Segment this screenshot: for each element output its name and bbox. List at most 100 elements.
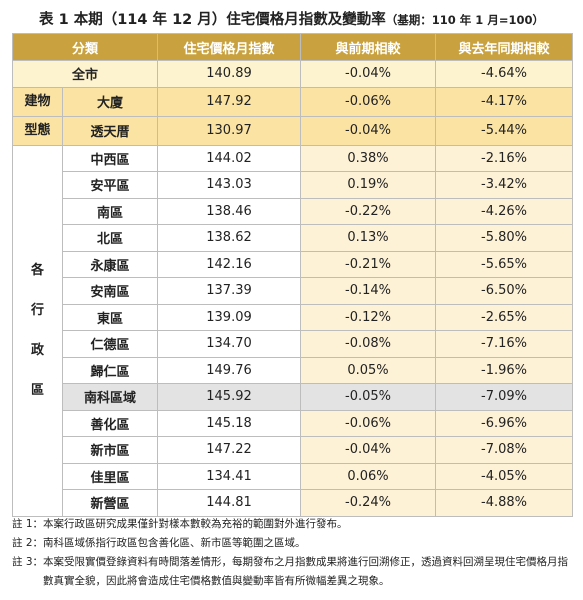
group-label: 型態 <box>12 115 63 146</box>
row-name: 歸仁區 <box>61 356 159 384</box>
mom-change: 0.06% <box>300 462 437 490</box>
index-value: 147.92 <box>157 86 302 117</box>
note-label: 註 2： <box>12 537 44 549</box>
mom-change: -0.05% <box>300 383 437 411</box>
index-value: 145.18 <box>157 409 302 437</box>
row-name: 南區 <box>61 197 159 225</box>
header-row: 分類 住宅價格月指數 與前期相較 與去年同期相較 <box>11 33 574 61</box>
data-row: 各行政區中西區 144.02 0.38% -2.16% <box>12 144 574 517</box>
row-name: 透天厝 <box>61 115 159 146</box>
mom-change: 0.05% <box>300 356 437 384</box>
title-block: 表 1 本期（114 年 12 月）住宅價格月指數及變動率（基期：110 年 1… <box>0 8 583 29</box>
index-value: 138.62 <box>157 224 302 252</box>
yoy-change: -6.50% <box>435 277 574 305</box>
data-row: 南區 138.46 -0.22% -4.26% <box>13 197 574 225</box>
yoy-change: -5.44% <box>435 115 574 146</box>
yoy-change: -7.16% <box>435 330 574 358</box>
data-row: 歸仁區 149.76 0.05% -1.96% <box>13 356 574 384</box>
yoy-change: -3.42% <box>435 171 574 199</box>
mom-change: -0.08% <box>300 330 437 358</box>
yoy-change: -5.80% <box>435 224 574 252</box>
title: 表 1 本期（114 年 12 月）住宅價格月指數及變動率 <box>39 12 386 28</box>
note-text: 本案行政區研究成果僅針對樣本數較為充裕的範圍對外進行發布。 <box>43 518 348 530</box>
yoy-change: -4.17% <box>435 86 574 117</box>
yoy-change: -4.05% <box>435 462 574 490</box>
data-row: 安南區 137.39 -0.14% -6.50% <box>13 277 574 305</box>
note: 註 1： 本案行政區研究成果僅針對樣本數較為充裕的範圍對外進行發布。 <box>12 515 572 534</box>
index-value: 145.92 <box>157 383 302 411</box>
data-row: 仁德區 134.70 -0.08% -7.16% <box>13 330 574 358</box>
data-row: 東區 139.09 -0.12% -2.65% <box>13 303 574 331</box>
row-name: 永康區 <box>61 250 159 278</box>
row-name: 東區 <box>61 303 159 331</box>
yoy-change: -2.65% <box>435 303 574 331</box>
row-name: 仁德區 <box>61 330 159 358</box>
row-name: 北區 <box>61 224 159 252</box>
data-row: 新營區 144.81 -0.24% -4.88% <box>13 489 574 517</box>
mom-change: 0.19% <box>300 171 437 199</box>
note: 註 2： 南科區域係指行政區包含善化區、新市區等範圍之區域。 <box>12 534 572 553</box>
group-label-part: 建物 <box>24 93 51 109</box>
group-label: 建物 <box>12 86 63 117</box>
group-label-part: 各 <box>30 262 44 278</box>
row-name: 大廈 <box>61 86 159 117</box>
index-value: 134.70 <box>157 330 302 358</box>
mom-change: -0.14% <box>300 277 437 305</box>
yoy-change: -4.88% <box>435 489 574 517</box>
mom-change: -0.06% <box>300 86 437 117</box>
notes: 註 1： 本案行政區研究成果僅針對樣本數較為充裕的範圍對外進行發布。註 2： 南科區… <box>12 515 572 591</box>
index-value: 138.46 <box>157 197 302 225</box>
yoy-change: -5.65% <box>435 250 574 278</box>
index-value: 130.97 <box>157 115 302 146</box>
mom-change: -0.04% <box>300 60 437 88</box>
index-value: 149.76 <box>157 356 302 384</box>
data-row: 安平區 143.03 0.19% -3.42% <box>13 171 574 199</box>
yoy-change: -7.09% <box>435 383 574 411</box>
note-label: 註 1： <box>12 518 44 530</box>
index-value: 140.89 <box>157 60 302 88</box>
data-row: 型態 透天厝 130.97 -0.04% -5.44% <box>12 115 574 146</box>
total-row: 全市 140.89 -0.04% -4.64% <box>11 60 574 88</box>
row-name: 全市 <box>11 60 159 88</box>
data-row: 永康區 142.16 -0.21% -5.65% <box>13 250 574 278</box>
yoy-change: -4.26% <box>435 197 574 225</box>
header-cell: 分類 <box>11 33 159 61</box>
mom-change: -0.22% <box>300 197 437 225</box>
mom-change: -0.04% <box>300 436 437 464</box>
group-label-part: 行 <box>30 302 44 318</box>
mom-change: -0.12% <box>300 303 437 331</box>
group-label: 各行政區 <box>12 144 63 517</box>
mom-change: -0.04% <box>300 115 437 146</box>
mom-change: -0.21% <box>300 250 437 278</box>
row-name: 中西區 <box>61 144 159 172</box>
index-value: 147.22 <box>157 436 302 464</box>
data-row: 新市區 147.22 -0.04% -7.08% <box>13 436 574 464</box>
mom-change: 0.13% <box>300 224 437 252</box>
yoy-change: -4.64% <box>435 60 574 88</box>
mom-change: -0.24% <box>300 489 437 517</box>
note-label: 註 3： <box>12 556 44 568</box>
row-name: 安南區 <box>61 277 159 305</box>
header-cell: 與前期相較 <box>300 33 437 61</box>
group-label-part: 區 <box>30 382 44 398</box>
index-value: 134.41 <box>157 462 302 490</box>
group-label-part: 型態 <box>24 122 51 138</box>
row-name: 新營區 <box>61 489 159 517</box>
row-name: 南科區域 <box>61 383 159 411</box>
mom-change: 0.38% <box>300 144 437 172</box>
index-table: 分類 住宅價格月指數 與前期相較 與去年同期相較 全市 140.89 -0.04% -4.6… <box>11 33 574 517</box>
index-value: 139.09 <box>157 303 302 331</box>
yoy-change: -7.08% <box>435 436 574 464</box>
group-label-part: 政 <box>30 342 44 358</box>
data-row: 善化區 145.18 -0.06% -6.96% <box>13 409 574 437</box>
note-text: 本案受限實價登錄資料有時間落差情形，每期發布之月指數成果將進行回溯修正，透過資料… <box>43 556 569 587</box>
index-value: 143.03 <box>157 171 302 199</box>
title-note: （基期：110 年 1 月=100） <box>385 13 544 27</box>
index-value: 137.39 <box>157 277 302 305</box>
note-text: 南科區域係指行政區包含善化區、新市區等範圍之區域。 <box>43 537 306 549</box>
header-cell: 住宅價格月指數 <box>157 33 302 61</box>
note: 註 3： 本案受限實價登錄資料有時間落差情形，每期發布之月指數成果將進行回溯修正，… <box>12 553 572 591</box>
index-value: 142.16 <box>157 250 302 278</box>
row-name: 安平區 <box>61 171 159 199</box>
